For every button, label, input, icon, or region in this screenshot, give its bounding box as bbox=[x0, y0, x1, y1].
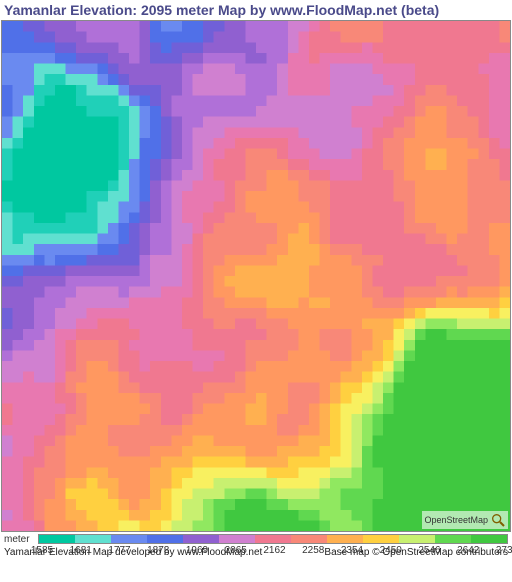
elevation-map: OpenStreetMap bbox=[1, 20, 511, 532]
legend: meter 1585168117771873196920652162225823… bbox=[0, 532, 512, 545]
page-title: Yamanlar Elevation: 2095 meter Map by ww… bbox=[0, 0, 512, 20]
legend-segment bbox=[219, 535, 255, 543]
legend-segment bbox=[399, 535, 435, 543]
osm-badge-text: OpenStreetMap bbox=[424, 515, 488, 525]
legend-segment bbox=[147, 535, 183, 543]
legend-segment bbox=[39, 535, 75, 543]
legend-segment bbox=[327, 535, 363, 543]
legend-segment bbox=[255, 535, 291, 543]
legend-segment bbox=[111, 535, 147, 543]
legend-segment bbox=[471, 535, 507, 543]
osm-attribution-badge: OpenStreetMap bbox=[422, 511, 508, 529]
legend-color-bar bbox=[38, 534, 508, 544]
magnifier-icon bbox=[490, 512, 506, 528]
legend-unit-label: meter bbox=[4, 534, 38, 545]
legend-segment bbox=[363, 535, 399, 543]
legend-segment bbox=[435, 535, 471, 543]
legend-segment bbox=[183, 535, 219, 543]
elevation-canvas bbox=[2, 21, 510, 531]
legend-scale: 1585168117771873196920652162225823542450… bbox=[38, 534, 508, 545]
legend-segment bbox=[75, 535, 111, 543]
legend-segment bbox=[291, 535, 327, 543]
